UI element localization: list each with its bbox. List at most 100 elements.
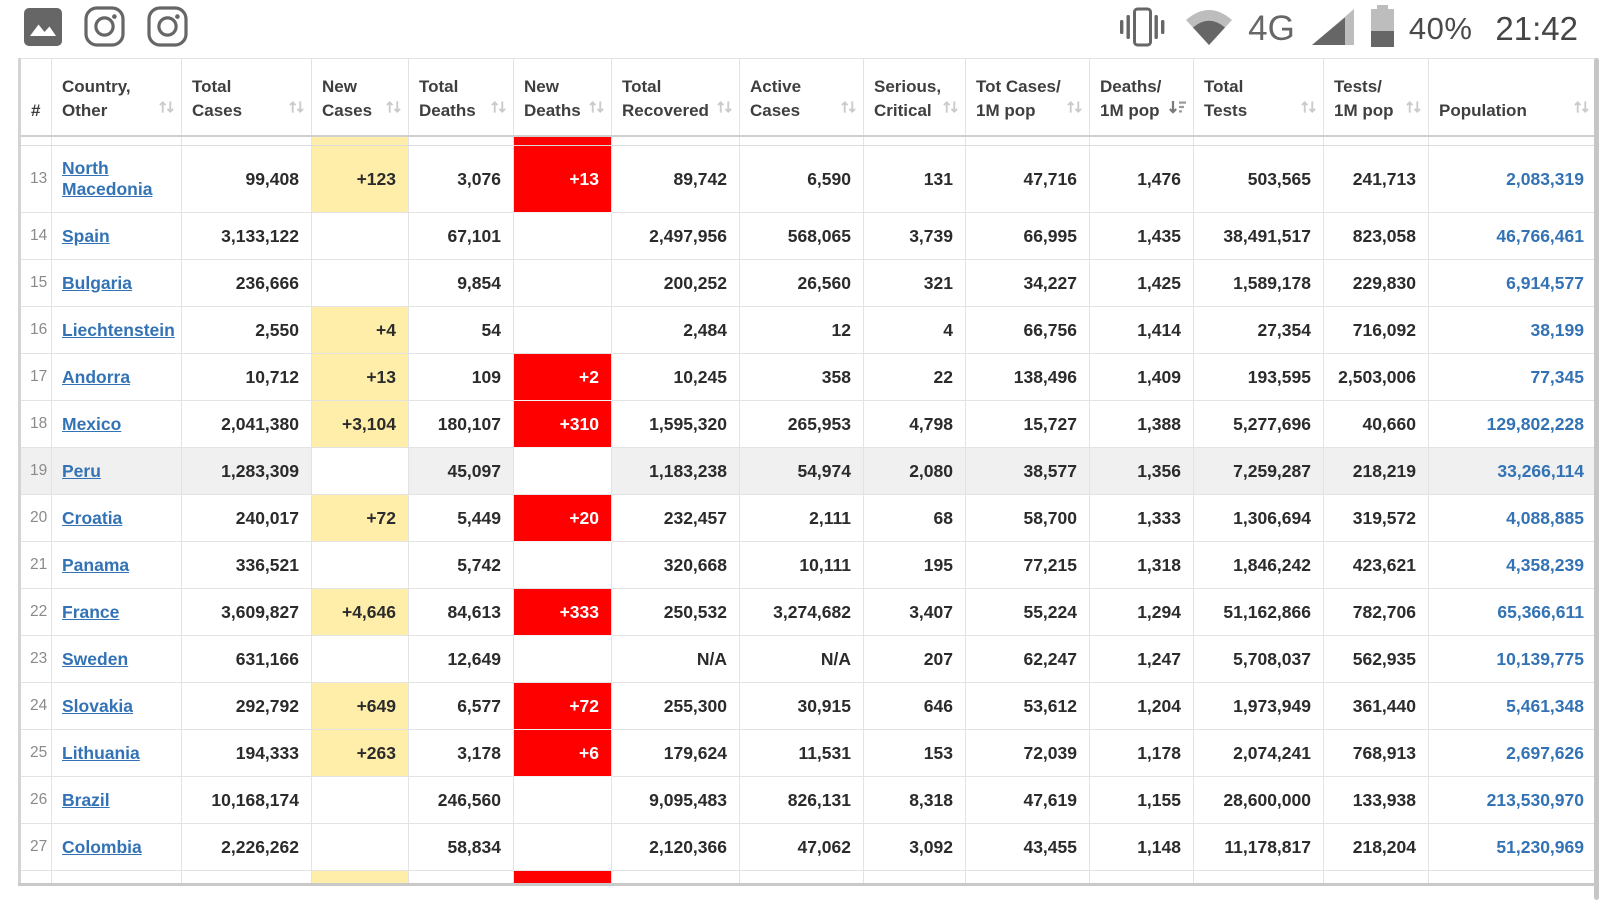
sort-both-icon xyxy=(490,98,507,123)
population-link[interactable]: 6,914,577 xyxy=(1506,272,1584,293)
partial-cell xyxy=(965,870,1090,883)
col-header-new-cases[interactable]: New Cases xyxy=(311,58,409,137)
partial-cell xyxy=(1428,870,1597,883)
population-link[interactable]: 4,088,885 xyxy=(1506,507,1584,528)
population-link[interactable]: 213,530,970 xyxy=(1486,789,1584,810)
col-header-active-cases[interactable]: Active Cases xyxy=(739,58,864,137)
cases-per-1m-cell: 38,577 xyxy=(965,447,1090,495)
new-deaths-cell: +6 xyxy=(513,729,612,777)
col-header-total-recovered[interactable]: Total Recovered xyxy=(611,58,740,137)
partial-cell xyxy=(1193,870,1324,883)
population-link[interactable]: 38,199 xyxy=(1530,319,1584,340)
country-link[interactable]: Lithuania xyxy=(62,742,140,763)
country-link[interactable]: Brazil xyxy=(62,789,110,810)
table-row: 18 Mexico 2,041,380 +3,104 180,107 +310 1,595,… xyxy=(19,400,1597,448)
population-link[interactable]: 4,358,239 xyxy=(1506,554,1584,575)
rank-cell: 25 xyxy=(19,729,52,777)
country-link[interactable]: North Macedonia xyxy=(62,158,153,199)
total-tests-cell: 503,565 xyxy=(1193,145,1324,213)
serious-critical-cell: 321 xyxy=(863,259,966,307)
country-link[interactable]: Panama xyxy=(62,554,130,575)
table-row: 24 Slovakia 292,792 +649 6,577 +72 255,300 30,9… xyxy=(19,682,1597,730)
total-tests-cell: 1,973,949 xyxy=(1193,682,1324,730)
deaths-per-1m-cell: 1,476 xyxy=(1089,145,1194,213)
population-cell: 2,697,626 xyxy=(1428,729,1597,777)
sort-desc-icon xyxy=(1168,98,1187,123)
population-link[interactable]: 2,697,626 xyxy=(1506,742,1584,763)
population-link[interactable]: 129,802,228 xyxy=(1486,413,1584,434)
total-cases-cell: 10,712 xyxy=(181,353,312,401)
country-cell: Mexico xyxy=(51,400,182,448)
cases-per-1m-cell: 47,716 xyxy=(965,145,1090,213)
battery-percent-label: 40% xyxy=(1408,11,1473,46)
partial-cell xyxy=(513,135,612,146)
total-recovered-cell: 255,300 xyxy=(611,682,740,730)
country-link[interactable]: Sweden xyxy=(62,648,129,669)
partial-row xyxy=(19,135,1597,146)
col-header-population[interactable]: Population xyxy=(1428,58,1597,137)
country-link[interactable]: Colombia xyxy=(62,836,142,857)
country-link[interactable]: Mexico xyxy=(62,413,122,434)
country-link[interactable]: France xyxy=(62,601,120,622)
total-tests-cell: 38,491,517 xyxy=(1193,212,1324,260)
population-link[interactable]: 65,366,611 xyxy=(1497,601,1584,622)
population-link[interactable]: 10,139,775 xyxy=(1496,648,1584,669)
partial-cell xyxy=(863,135,966,146)
total-tests-cell: 5,708,037 xyxy=(1193,635,1324,683)
scrollbar[interactable] xyxy=(1594,58,1599,900)
col-header-label: # xyxy=(31,100,41,120)
col-header-new-deaths[interactable]: New Deaths xyxy=(513,58,612,137)
active-cases-cell: 30,915 xyxy=(739,682,864,730)
new-deaths-cell xyxy=(513,776,612,824)
population-cell: 51,230,969 xyxy=(1428,823,1597,871)
new-cases-cell: +263 xyxy=(311,729,409,777)
country-link[interactable]: Spain xyxy=(62,225,110,246)
tests-per-1m-cell: 319,572 xyxy=(1323,494,1429,542)
sort-both-icon xyxy=(1066,98,1083,123)
col-header-tests-1m[interactable]: Tests/1M pop xyxy=(1323,58,1429,137)
population-cell: 6,914,577 xyxy=(1428,259,1597,307)
cases-per-1m-cell: 138,496 xyxy=(965,353,1090,401)
partial-row xyxy=(19,870,1597,883)
population-cell: 38,199 xyxy=(1428,306,1597,354)
country-link[interactable]: Peru xyxy=(62,460,101,481)
col-header-rank[interactable]: # xyxy=(19,58,52,137)
tests-per-1m-cell: 241,713 xyxy=(1323,145,1429,213)
population-link[interactable]: 77,345 xyxy=(1530,366,1584,387)
col-header-country[interactable]: Country, Other xyxy=(51,58,182,137)
deaths-per-1m-cell: 1,388 xyxy=(1089,400,1194,448)
tests-per-1m-cell: 361,440 xyxy=(1323,682,1429,730)
population-link[interactable]: 51,230,969 xyxy=(1496,836,1584,857)
cases-per-1m-cell: 55,224 xyxy=(965,588,1090,636)
population-link[interactable]: 33,266,114 xyxy=(1497,460,1584,481)
table-bottom-edge xyxy=(18,882,1595,886)
header-row: # Country, Other Total Cases New Cases Total Dea… xyxy=(19,58,1597,137)
col-header-cases-1m[interactable]: Tot Cases/1M pop xyxy=(965,58,1090,137)
col-header-total-cases[interactable]: Total Cases xyxy=(181,58,312,137)
col-header-label: Active Cases xyxy=(750,76,802,120)
col-header-deaths-1m[interactable]: Deaths/1M pop xyxy=(1089,58,1194,137)
new-cases-cell xyxy=(311,541,409,589)
country-link[interactable]: Liechtenstein xyxy=(62,319,175,340)
active-cases-cell: 6,590 xyxy=(739,145,864,213)
population-link[interactable]: 2,083,319 xyxy=(1506,168,1584,189)
col-header-total-tests[interactable]: Total Tests xyxy=(1193,58,1324,137)
country-link[interactable]: Bulgaria xyxy=(62,272,133,293)
population-link[interactable]: 46,766,461 xyxy=(1496,225,1584,246)
country-link[interactable]: Slovakia xyxy=(62,695,134,716)
active-cases-cell: 26,560 xyxy=(739,259,864,307)
country-cell: North Macedonia xyxy=(51,145,182,213)
country-link[interactable]: Andorra xyxy=(62,366,131,387)
country-link[interactable]: Croatia xyxy=(62,507,123,528)
cases-per-1m-cell: 66,995 xyxy=(965,212,1090,260)
new-cases-cell xyxy=(311,823,409,871)
col-header-serious-critical[interactable]: Serious, Critical xyxy=(863,58,966,137)
new-cases-cell xyxy=(311,212,409,260)
tests-per-1m-cell: 2,503,006 xyxy=(1323,353,1429,401)
active-cases-cell: 54,974 xyxy=(739,447,864,495)
sort-both-icon xyxy=(1573,98,1590,123)
population-link[interactable]: 5,461,348 xyxy=(1506,695,1584,716)
col-header-total-deaths[interactable]: Total Deaths xyxy=(408,58,514,137)
tests-per-1m-cell: 133,938 xyxy=(1323,776,1429,824)
